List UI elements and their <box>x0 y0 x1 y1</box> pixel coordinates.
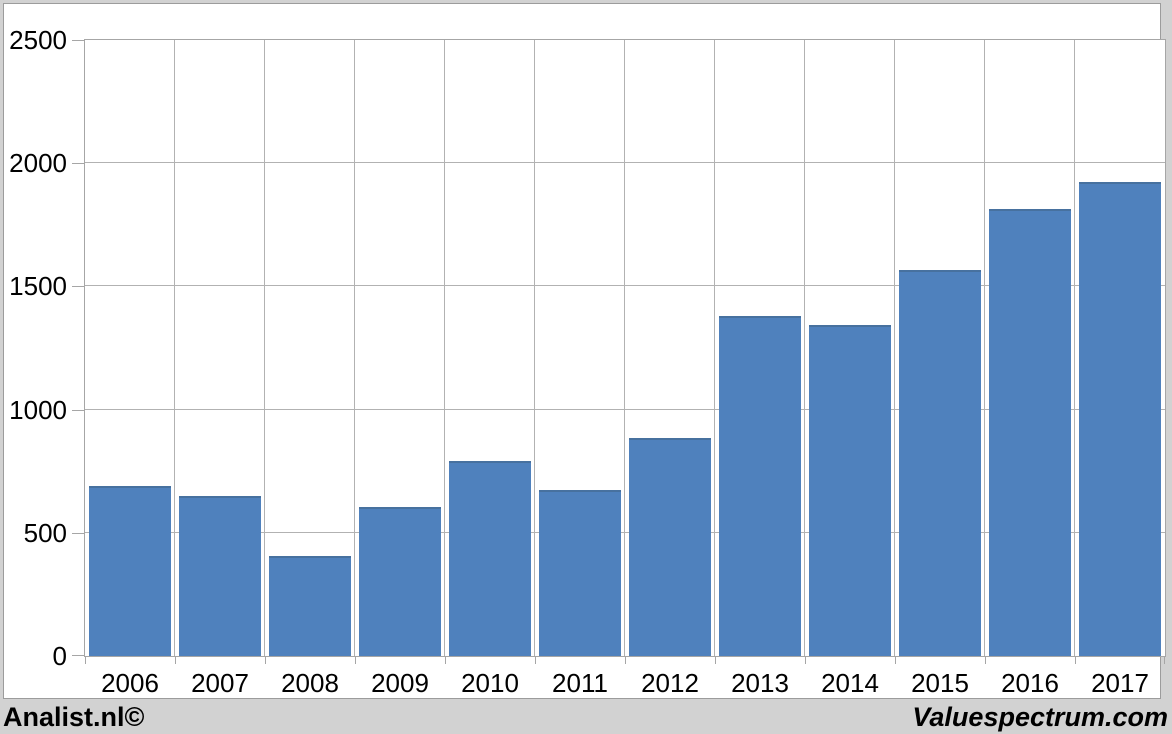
y-axis-tick <box>72 40 85 41</box>
x-gridline <box>444 40 445 656</box>
x-axis-label: 2007 <box>191 668 249 698</box>
x-axis-tick <box>355 657 356 664</box>
chart-panel: 0 500 1000 1500 2000 2500 2006 2007 2008 2009 2010… <box>3 3 1166 699</box>
x-axis-tick <box>175 657 176 664</box>
x-axis-label: 2009 <box>371 668 429 698</box>
bar-2015 <box>899 270 981 656</box>
y-axis-label: 2000 <box>9 148 67 179</box>
x-axis-label: 2008 <box>281 668 339 698</box>
x-axis-tick <box>535 657 536 664</box>
x-gridline <box>1074 40 1075 656</box>
x-axis-label: 2015 <box>911 668 969 698</box>
x-gridline <box>354 40 355 656</box>
bar-2016 <box>989 209 1071 656</box>
bar-2012 <box>629 438 711 656</box>
analist-watermark: Analist.nl© <box>3 702 145 732</box>
y-axis-label: 500 <box>23 517 67 548</box>
y-axis-tick <box>72 655 85 656</box>
x-axis-label: 2017 <box>1091 668 1149 698</box>
y-axis-label: 0 <box>52 641 67 671</box>
x-axis-tick <box>805 657 806 664</box>
x-axis-label: 2011 <box>552 668 608 698</box>
y-axis-label: 1500 <box>9 271 67 302</box>
bar-2014 <box>809 325 891 656</box>
x-axis-label: 2012 <box>641 668 699 698</box>
x-axis-label: 2014 <box>821 668 879 698</box>
x-axis-tick <box>625 657 626 664</box>
x-axis-tick <box>1075 657 1076 664</box>
y-axis-label: 1000 <box>9 394 67 425</box>
x-gridline <box>174 40 175 656</box>
x-axis-tick <box>445 657 446 664</box>
x-axis-label: 2010 <box>461 668 519 698</box>
bar-2017 <box>1079 182 1161 656</box>
x-axis-tick <box>715 657 716 664</box>
y-axis-tick <box>72 532 85 534</box>
x-axis-tick <box>85 657 86 664</box>
y-gridline <box>85 285 1165 287</box>
y-axis-tick <box>72 163 85 165</box>
bar-2009 <box>359 507 441 656</box>
y-axis-label: 2500 <box>9 25 67 55</box>
bar-2010 <box>449 461 531 656</box>
bar-2006 <box>89 486 171 656</box>
x-gridline <box>714 40 715 656</box>
x-axis-tick <box>1164 657 1165 664</box>
y-gridline <box>85 162 1165 164</box>
x-axis-tick <box>985 657 986 664</box>
y-gridline <box>85 408 1165 410</box>
y-axis-tick <box>72 286 85 288</box>
bar-2013 <box>719 316 801 656</box>
x-axis-tick <box>895 657 896 664</box>
plot-area: 0 500 1000 1500 2000 2500 2006 2007 2008 2009 2010… <box>9 26 1166 697</box>
valuespectrum-watermark: Valuespectrum.com <box>912 702 1168 732</box>
x-axis-tick <box>265 657 266 664</box>
bar-2011 <box>539 490 621 656</box>
y-gridline <box>85 531 1165 533</box>
x-gridline <box>894 40 895 656</box>
x-axis-label: 2016 <box>1001 668 1059 698</box>
bar-2008 <box>269 556 351 656</box>
x-gridline <box>624 40 625 656</box>
bar-2007 <box>179 496 261 656</box>
x-gridline <box>984 40 985 656</box>
x-gridline <box>264 40 265 656</box>
x-gridline <box>534 40 535 656</box>
x-axis-label: 2006 <box>101 668 159 698</box>
y-axis-tick <box>72 409 85 411</box>
x-axis-label: 2013 <box>731 668 789 698</box>
x-gridline <box>804 40 805 656</box>
